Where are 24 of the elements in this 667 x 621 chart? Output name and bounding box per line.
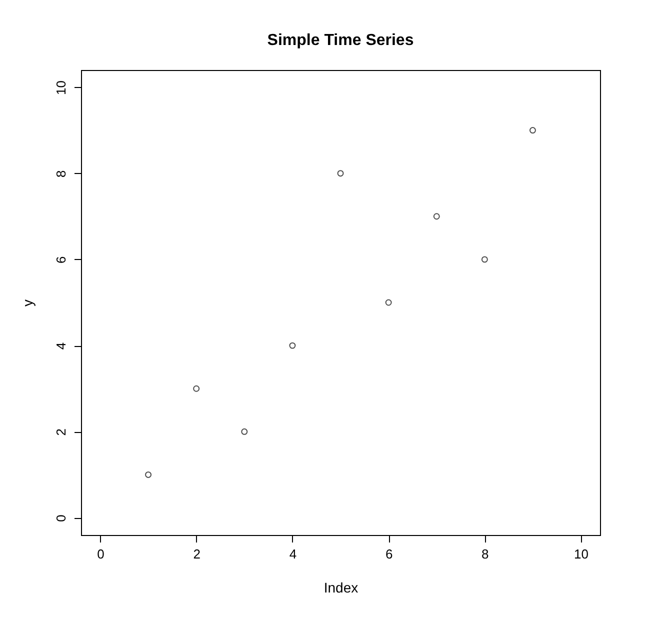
x-tick-label: 10 (574, 546, 589, 562)
point (337, 170, 344, 177)
point (433, 213, 440, 220)
chart-title: Simple Time Series (267, 32, 414, 49)
point (145, 471, 152, 478)
point (289, 342, 296, 349)
x-tick-label: 0 (97, 546, 104, 562)
x-axis-title: Index (324, 580, 358, 596)
y-tick-label: 8 (54, 170, 68, 178)
point (241, 428, 248, 435)
y-axis-title: y (20, 300, 36, 306)
y-tick-label: 4 (54, 342, 68, 350)
point (385, 299, 392, 306)
point (193, 385, 200, 392)
y-tick-label: 0 (54, 514, 68, 522)
x-tick-label: 4 (289, 546, 297, 562)
y-tick-label: 10 (54, 80, 68, 95)
y-tick-label: 6 (54, 256, 68, 264)
x-tick-label: 2 (193, 546, 200, 562)
x-tick-label: 6 (385, 546, 393, 562)
point (481, 256, 488, 263)
x-tick-label: 8 (482, 546, 489, 562)
point (529, 127, 536, 134)
y-tick-label: 2 (54, 428, 68, 436)
